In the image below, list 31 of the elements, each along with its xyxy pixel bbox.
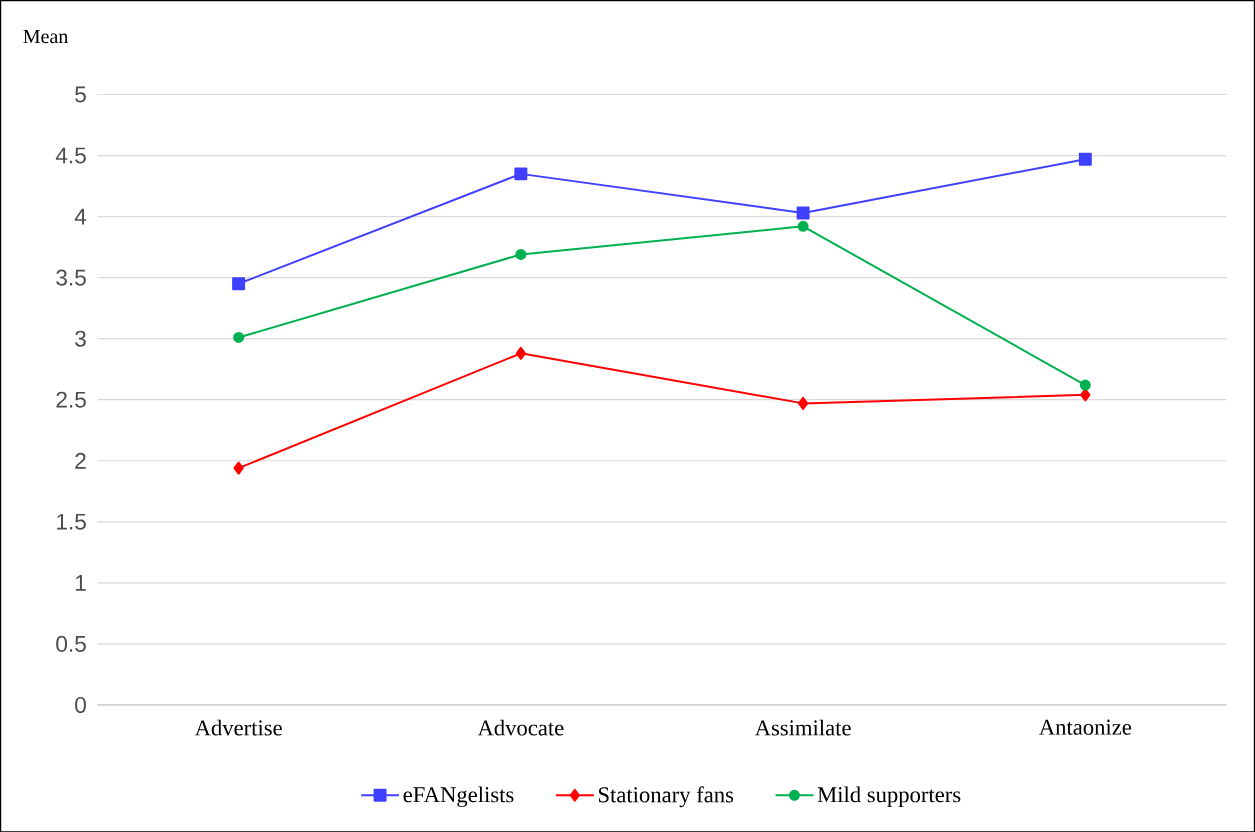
x-tick-label: Advertise [194, 719, 282, 736]
legend-label: Stationary fans [598, 786, 734, 807]
y-tick-label: 2.5 [56, 391, 86, 408]
y-axis-title: Mean [23, 29, 69, 43]
point [796, 206, 810, 220]
point [1080, 388, 1091, 402]
legend-label: Mild supporters [817, 786, 961, 807]
x-tick-label: Assimilate [754, 719, 851, 736]
y-tick-label: 0.5 [56, 635, 86, 652]
y-tick-label: 4 [74, 208, 87, 225]
point [515, 248, 527, 260]
y-tick-label: 1 [75, 574, 86, 591]
x-tick-label: Advocate [477, 719, 564, 736]
y-tick-label: 0 [75, 696, 86, 713]
y-tick-label: 1.5 [57, 513, 86, 530]
point [514, 167, 528, 181]
y-tick-label: 3 [75, 330, 86, 347]
x-tick-label: Antaonize [1039, 719, 1132, 735]
point [515, 346, 526, 360]
point [1078, 152, 1092, 166]
y-tick-label: 3.5 [56, 269, 86, 286]
y-tick-label: 5 [75, 86, 86, 103]
point [233, 331, 245, 343]
point [233, 461, 244, 475]
point [1079, 379, 1091, 391]
y-tick-label: 4.5 [55, 147, 86, 164]
point [232, 277, 246, 291]
point [797, 396, 809, 410]
y-tick-label: 2 [75, 452, 86, 469]
legend-label: eFANgelists [403, 786, 514, 807]
point [797, 220, 809, 232]
